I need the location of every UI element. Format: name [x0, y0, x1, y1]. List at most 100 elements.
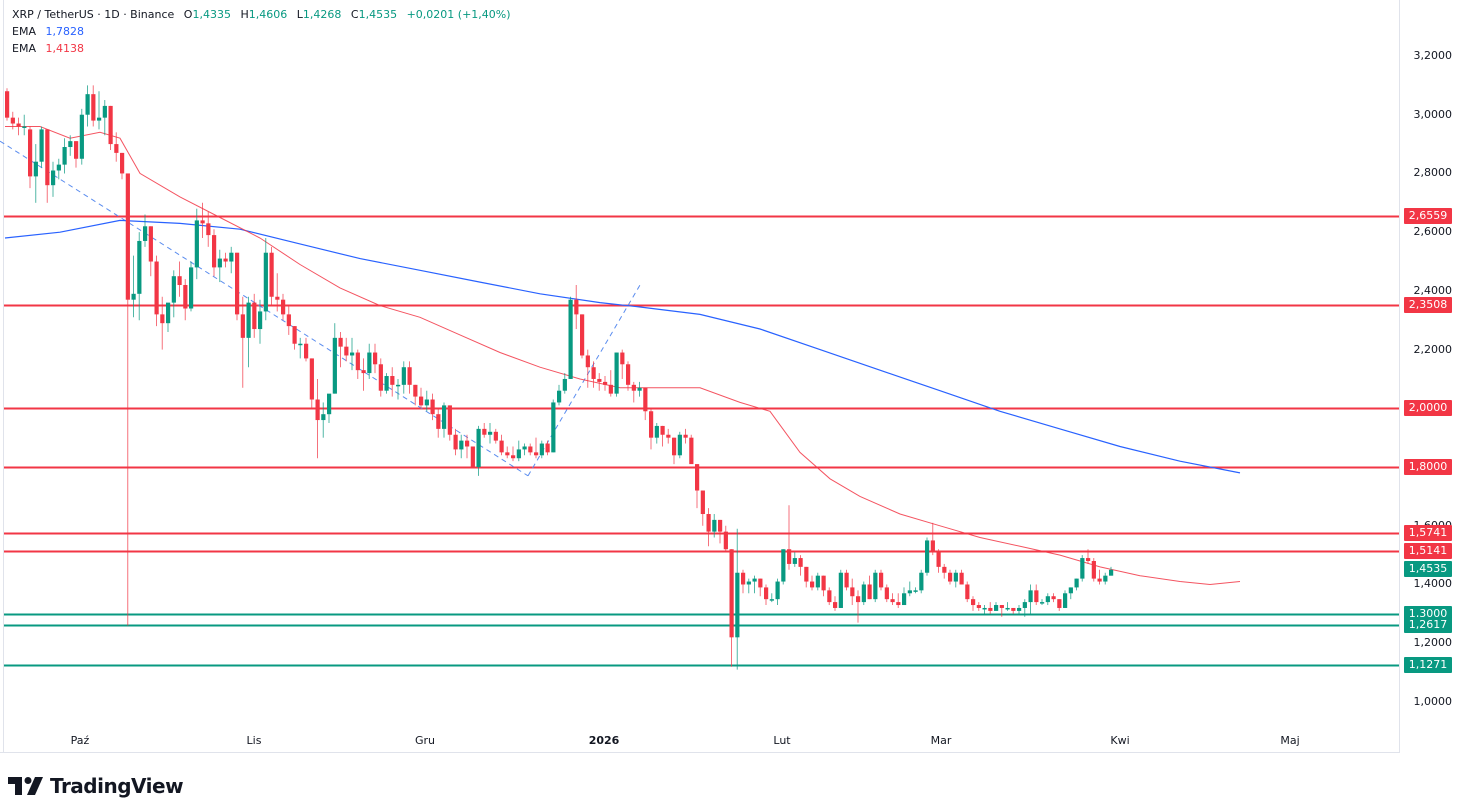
candle-down	[631, 384, 636, 391]
candle-up	[1074, 578, 1079, 588]
symbol-title[interactable]: XRP / TetherUS · 1D · Binance	[12, 8, 175, 21]
candle-down	[879, 572, 884, 588]
candle-down	[959, 572, 964, 585]
candle-down	[1086, 558, 1091, 561]
candle-down	[148, 226, 153, 262]
candle-down	[206, 223, 211, 236]
candle-up	[919, 572, 924, 591]
candle-down	[620, 352, 625, 365]
candle-up	[861, 584, 866, 603]
candle-up	[189, 267, 194, 309]
candle-down	[430, 399, 435, 415]
time-axis-tick: Mar	[930, 734, 952, 747]
candle-up	[1028, 590, 1033, 603]
candle-up	[551, 402, 556, 453]
candle-up	[442, 405, 447, 429]
candle-up	[85, 94, 90, 115]
candle-down	[821, 575, 826, 591]
candle-up	[838, 572, 843, 608]
candle-down	[355, 352, 360, 371]
candle-down	[275, 296, 280, 300]
candle-down	[867, 584, 872, 600]
candle-down	[281, 299, 286, 315]
candle-down	[729, 549, 734, 638]
candle-up	[1017, 607, 1022, 611]
candle-down	[419, 396, 424, 406]
tradingview-logo-icon	[8, 777, 43, 795]
level-price-tag: 1,5141	[1404, 542, 1452, 559]
candle-down	[1097, 578, 1102, 582]
close-label: C	[350, 8, 359, 21]
ema-slow-label: EMA	[12, 25, 36, 38]
candle-up	[1045, 596, 1050, 603]
price-axis-tick: 1,2000	[1413, 636, 1453, 650]
legend-ema-fast-row[interactable]: EMA 1,4138	[12, 40, 511, 57]
candle-down	[470, 446, 475, 468]
candle-down	[723, 531, 728, 550]
candle-down	[936, 552, 941, 567]
candle-down	[689, 437, 694, 465]
candle-down	[545, 443, 550, 453]
candle-up	[654, 425, 659, 438]
candle-down	[154, 261, 159, 315]
candle-down	[585, 355, 590, 368]
candle-down	[212, 235, 217, 268]
candle-down	[125, 173, 130, 300]
tradingview-logo[interactable]: TradingView	[8, 773, 184, 799]
candle-down	[223, 258, 228, 262]
candle-down	[390, 376, 395, 385]
candle-down	[1057, 599, 1062, 608]
candle-down	[108, 105, 113, 145]
candle-down	[798, 558, 803, 567]
candle-up	[562, 378, 567, 391]
candle-down	[240, 314, 245, 338]
candle-down	[235, 252, 240, 315]
candle-up	[332, 337, 337, 394]
candle-down	[315, 399, 320, 421]
time-axis-tick: Maj	[1280, 734, 1300, 747]
candle-down	[304, 343, 309, 359]
candle-up	[143, 226, 148, 241]
candle-up	[1068, 587, 1073, 594]
candle-up	[637, 387, 642, 391]
candle-up	[1040, 602, 1045, 604]
candle-down	[574, 299, 579, 315]
candle-down	[706, 514, 711, 532]
candle-up	[137, 240, 142, 294]
ema-fast-value: 1,4138	[45, 42, 84, 55]
candle-up	[907, 590, 912, 594]
candle-down	[114, 144, 119, 153]
change-value: +0,0201 (+1,40%)	[406, 8, 511, 21]
candle-down	[528, 446, 533, 453]
candle-up	[384, 376, 389, 391]
candle-up	[953, 572, 958, 582]
trendline-dashed[interactable]	[527, 284, 641, 477]
candle-down	[660, 425, 665, 435]
candle-up	[459, 440, 464, 450]
open-value: 1,4335	[192, 8, 231, 21]
ema-fast-label: EMA	[12, 42, 36, 55]
candle-up	[792, 558, 797, 564]
candle-down	[626, 364, 631, 385]
candle-down	[764, 587, 769, 600]
candle-down	[465, 440, 470, 447]
candle-down	[269, 252, 274, 297]
candle-down	[378, 364, 383, 391]
candle-up	[1063, 593, 1068, 608]
candle-up	[22, 126, 27, 128]
candle-up	[68, 141, 73, 148]
candle-up	[56, 164, 61, 171]
high-value: 1,4606	[248, 8, 288, 21]
candle-up	[217, 258, 222, 268]
candle-down	[1051, 596, 1056, 600]
legend-ema-slow-row[interactable]: EMA 1,7828	[12, 23, 511, 40]
candle-up	[367, 352, 372, 374]
candle-up	[1080, 558, 1085, 579]
time-axis-tick: Lis	[246, 734, 262, 747]
candle-down	[1034, 590, 1039, 603]
candle-down	[10, 117, 15, 124]
candle-up	[982, 607, 987, 610]
candle-up	[131, 293, 136, 300]
